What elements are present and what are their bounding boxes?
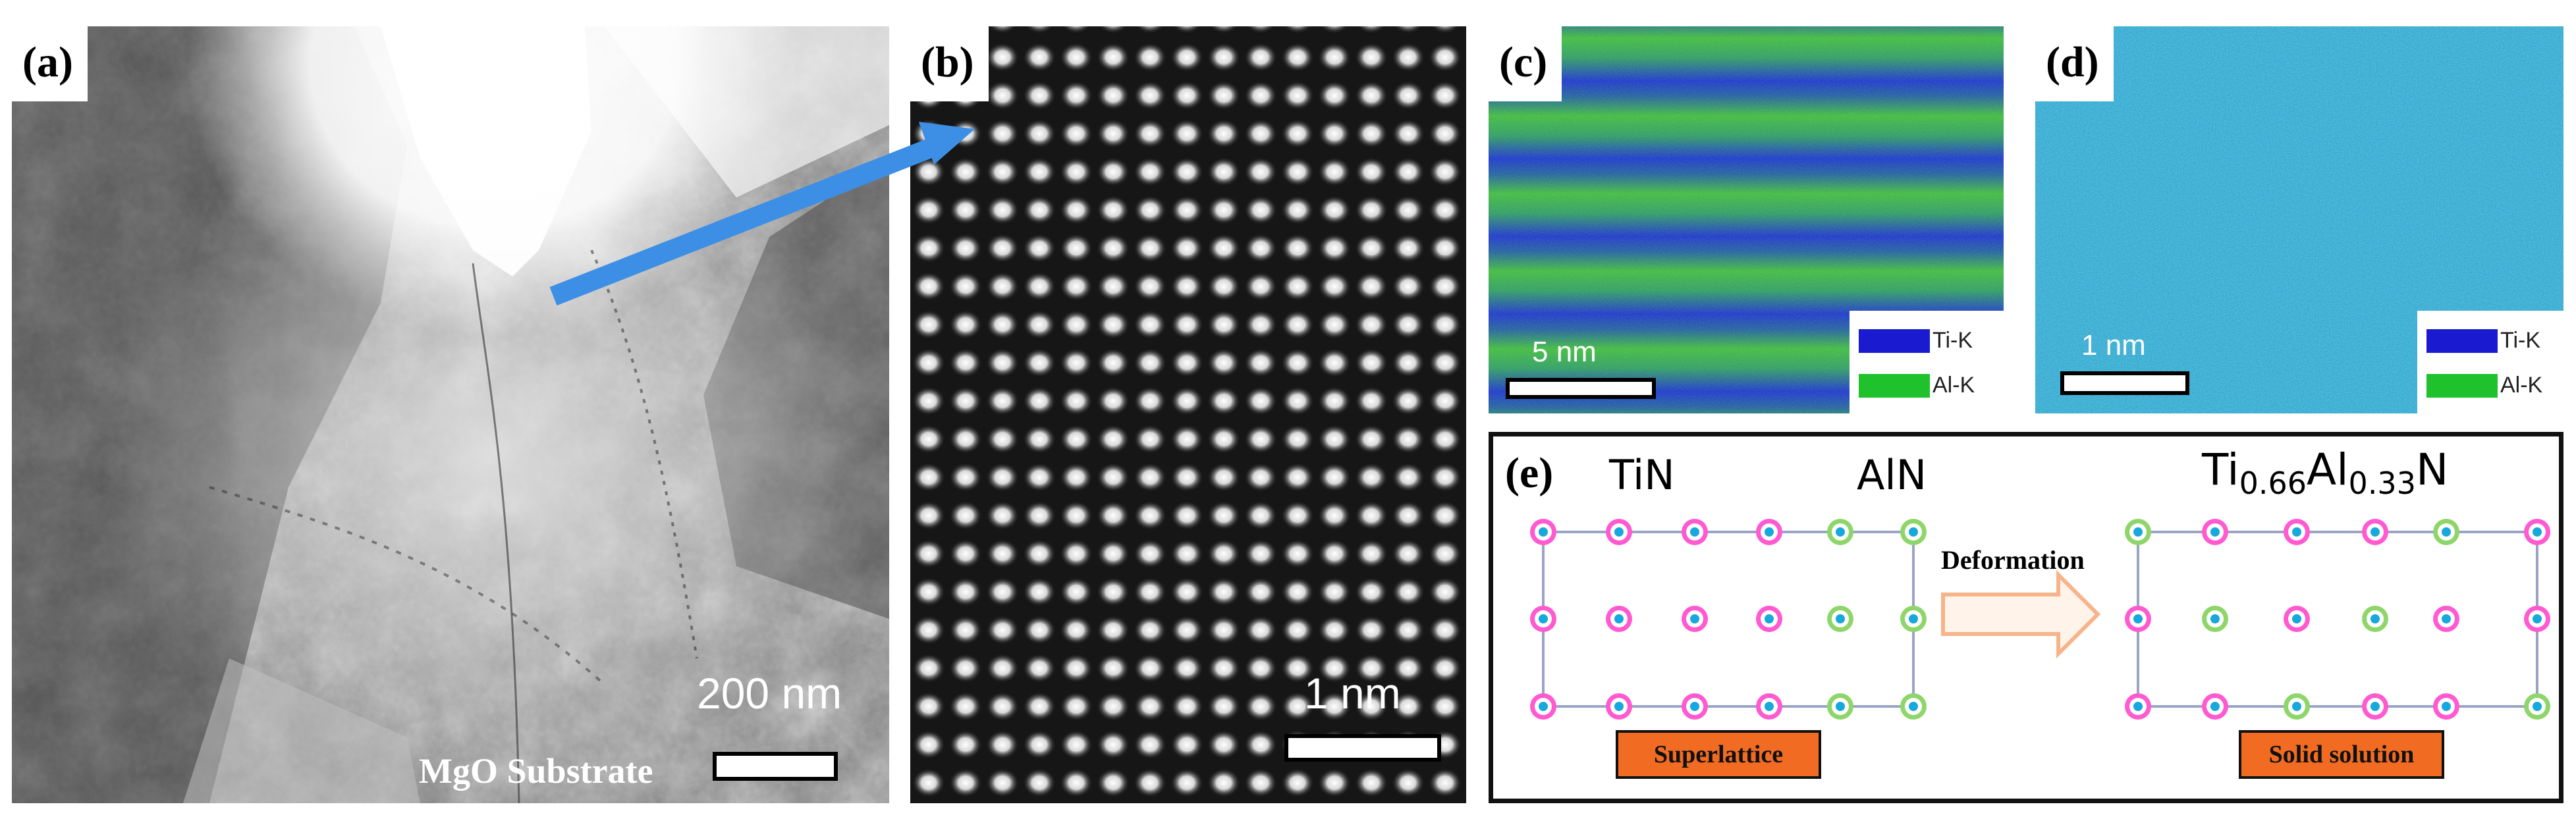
al-atom	[2524, 693, 2550, 720]
ti-atom	[2125, 606, 2151, 632]
panel-b-scale-text: 1 nm	[1304, 669, 1401, 718]
ti-atom	[1530, 693, 1556, 720]
legend-label-al: Al-K	[1932, 373, 1975, 398]
ti-atom	[2125, 693, 2151, 720]
solid-solution-frame	[2137, 531, 2538, 708]
legend-item-ti: Ti-K	[2426, 328, 2540, 354]
al-atom	[1827, 606, 1853, 632]
ti-atom	[2202, 519, 2228, 545]
deformation-arrow	[1941, 569, 2101, 659]
panel-c-scale-text: 5 nm	[1532, 336, 1597, 368]
panel-b-scale-bar	[1284, 734, 1441, 762]
legend-item-al: Al-K	[1859, 373, 1975, 398]
ti-atom	[1682, 606, 1708, 632]
panel-a-label: (a)	[12, 26, 88, 101]
al-atom	[2125, 519, 2151, 545]
ti-atom	[2433, 693, 2459, 720]
legend-label-al: Al-K	[2500, 373, 2543, 398]
ti-atom	[2284, 519, 2310, 545]
al-atom	[2202, 606, 2228, 632]
ti-atom	[2362, 519, 2388, 545]
ti-atom	[1606, 519, 1632, 545]
panel-d-legend: Ti-K Al-K	[2417, 311, 2563, 413]
ti-atom	[1682, 693, 1708, 720]
ti-atom	[2202, 693, 2228, 720]
al-atom	[1900, 693, 1927, 720]
ti-swatch	[2426, 329, 2498, 353]
solid-solution-box: Solid solution	[2239, 730, 2444, 779]
eds-uniform	[2035, 26, 2563, 413]
superlattice-box: Superlattice	[1616, 730, 1821, 779]
al-atom	[2284, 693, 2310, 720]
al-swatch	[2426, 373, 2498, 398]
panel-a-scale-bar	[713, 752, 838, 781]
al-atom	[1900, 606, 1927, 632]
al-atom	[2362, 606, 2388, 632]
ti-swatch	[1859, 329, 1930, 353]
ti-atom	[1530, 606, 1556, 632]
panel-d-scale-bar	[2060, 371, 2189, 395]
tin-label: TiN	[1609, 451, 1675, 499]
panel-c-label: (c)	[1489, 26, 1562, 101]
formula-al-sub: 0.33	[2348, 465, 2416, 502]
legend-item-al: Al-K	[2426, 373, 2542, 398]
al-atom	[1827, 693, 1853, 720]
atomic-lattice	[910, 26, 1466, 803]
ti-atom	[1756, 693, 1782, 720]
ti-atom	[2524, 519, 2550, 545]
panel-a-tem-image: (a) 200 nm MgO Substrate	[12, 26, 889, 803]
formula-al: Al	[2307, 444, 2349, 495]
ti-atom	[1682, 519, 1708, 545]
panel-a-substrate-text: MgO Substrate	[419, 751, 653, 791]
al-atom	[1827, 519, 1853, 545]
formula-n: N	[2415, 444, 2449, 495]
panel-b-lattice-image: (b) 1 nm	[910, 26, 1466, 803]
ti-atom	[1606, 693, 1632, 720]
al-atom	[2433, 519, 2459, 545]
legend-label-ti: Ti-K	[2500, 328, 2541, 353]
panel-d-scale-text: 1 nm	[2081, 329, 2146, 361]
lattice-diagram	[1530, 519, 2550, 720]
panel-d-label: (d)	[2035, 26, 2114, 101]
legend-item-ti: Ti-K	[1859, 328, 1973, 354]
panel-e-schematic: (e) TiN AlN Ti0.66Al0.33N Deformation Su…	[1489, 432, 2563, 803]
panel-d-eds-map: (d) 1 nm Ti-K Al-K	[2035, 26, 2563, 413]
ti-atom	[1530, 519, 1556, 545]
ti-atom	[2524, 606, 2550, 632]
ti-atom	[2433, 606, 2459, 632]
panel-e-label: (e)	[1505, 449, 1554, 497]
panel-c-scale-bar	[1506, 378, 1656, 399]
ti-atom	[1606, 606, 1632, 632]
ti-atom	[1756, 606, 1782, 632]
al-atom	[1900, 519, 1927, 545]
formula-ti-sub: 0.66	[2239, 465, 2307, 502]
solid-solution-formula: Ti0.66Al0.33N	[2202, 444, 2448, 501]
al-swatch	[1859, 373, 1930, 398]
formula-ti: Ti	[2202, 444, 2239, 495]
panel-a-scale-text: 200 nm	[697, 669, 842, 718]
ti-atom	[2362, 693, 2388, 720]
aln-label: AlN	[1857, 451, 1927, 499]
ti-atom	[2284, 606, 2310, 632]
panel-b-label: (b)	[910, 26, 989, 101]
panel-c-eds-map: (c) 5 nm Ti-K Al-K	[1489, 26, 2004, 413]
legend-label-ti: Ti-K	[1932, 328, 1973, 353]
panel-c-legend: Ti-K Al-K	[1850, 311, 2004, 413]
superlattice-frame	[1542, 531, 1915, 708]
ti-atom	[1756, 519, 1782, 545]
deformation-label: Deformation	[1941, 545, 2085, 575]
